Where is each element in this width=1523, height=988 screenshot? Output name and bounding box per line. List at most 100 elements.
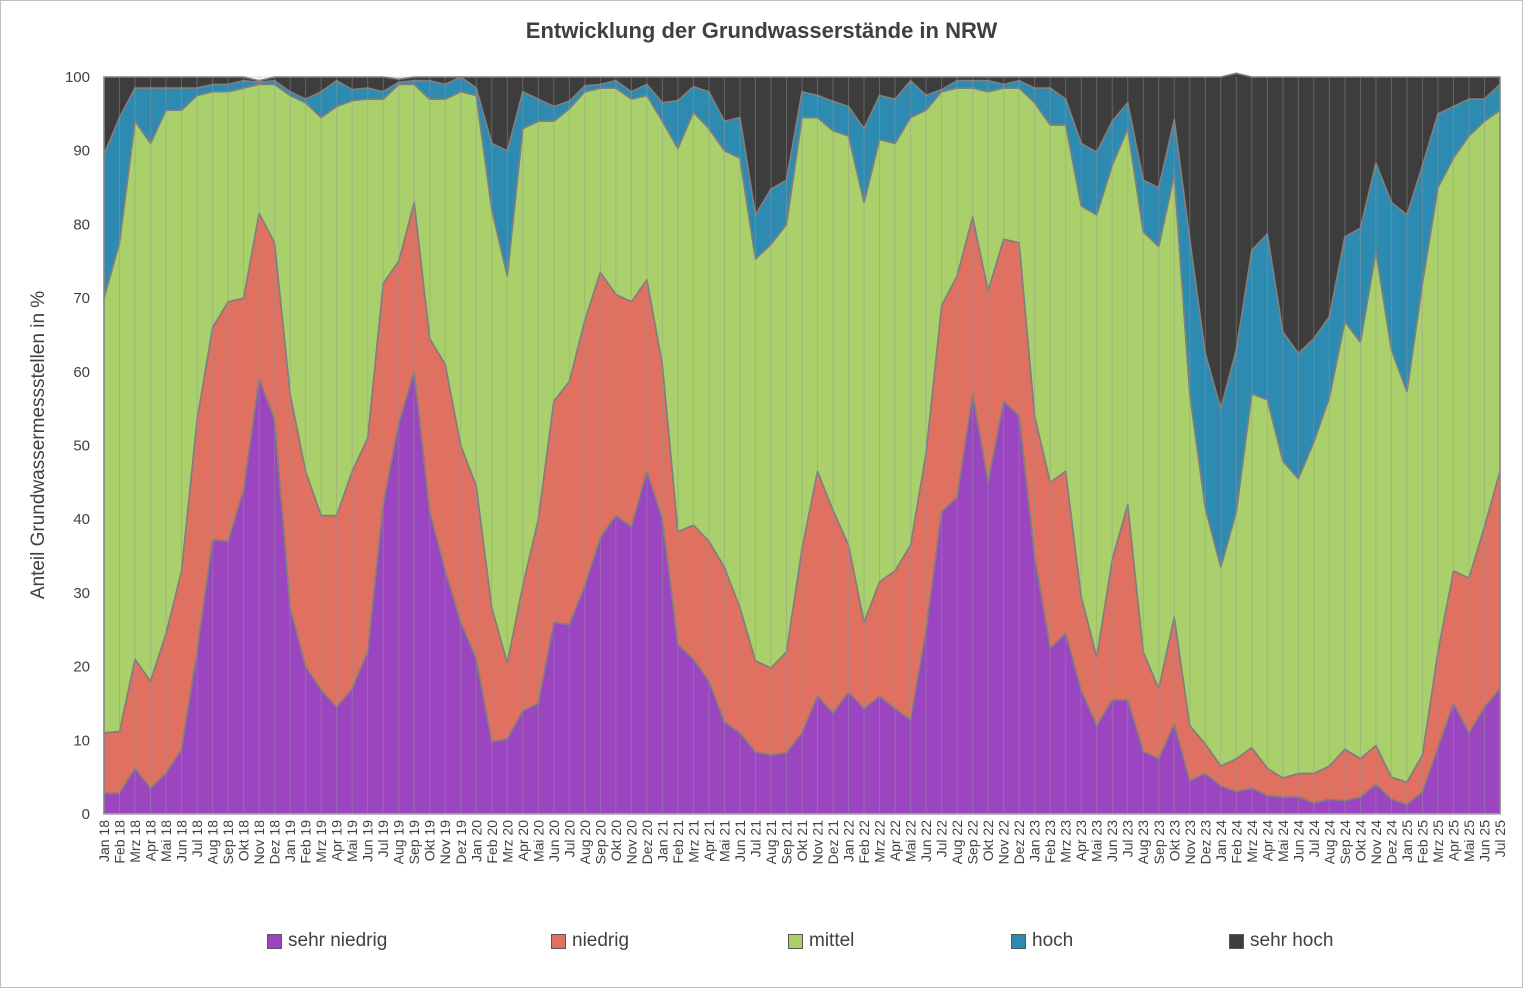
x-tick-label: Mai 24 [1275, 820, 1291, 862]
x-tick-label: Mai 19 [344, 820, 360, 862]
x-tick-label: Jul 24 [1306, 820, 1322, 858]
x-tick-label: Apr 24 [1259, 820, 1275, 861]
x-tick-label: Aug 21 [763, 820, 779, 865]
legend-swatch [551, 933, 566, 949]
y-tick-label: 70 [73, 290, 90, 307]
area-sehr-hoch [103, 72, 1501, 410]
x-tick-label: Sep 19 [406, 820, 422, 865]
x-tick-label: Dez 18 [267, 820, 283, 865]
y-tick-label: 50 [73, 438, 90, 455]
y-tick-label: 80 [73, 216, 90, 233]
x-tick-label: Mai 21 [716, 820, 732, 862]
x-tick-label: Apr 20 [515, 820, 531, 861]
x-tick-label: Jul 23 [1120, 820, 1136, 858]
x-tick-label: Jan 19 [282, 820, 298, 862]
x-tick-label: Apr 19 [329, 820, 345, 861]
y-tick-label: 0 [82, 806, 90, 823]
legend-label: sehr hoch [1250, 930, 1334, 951]
x-tick-label: Mrz 22 [872, 820, 888, 863]
x-tick-label: Mai 23 [1089, 820, 1105, 862]
x-tick-label: Feb 18 [112, 820, 128, 864]
x-tick-label: Nov 19 [437, 820, 453, 865]
x-tick-label: Sep 24 [1337, 820, 1353, 865]
x-tick-label: Nov 20 [623, 820, 639, 865]
x-tick-label: Okt 21 [794, 820, 810, 861]
x-tick-label: Jan 18 [96, 820, 112, 862]
x-tick-label: Aug 18 [205, 820, 221, 865]
x-tick-label: Okt 20 [608, 820, 624, 861]
x-tick-label: Apr 22 [887, 820, 903, 861]
x-tick-label: Mrz 19 [313, 820, 329, 863]
x-tick-label: Sep 23 [1151, 820, 1167, 865]
x-tick-label: Feb 21 [670, 820, 686, 864]
x-tick-label: Jun 18 [174, 820, 190, 862]
x-tick-label: Feb 19 [298, 820, 314, 864]
x-tick-label: Nov 18 [251, 820, 267, 865]
x-tick-label: Nov 23 [1182, 820, 1198, 865]
x-tick-label: Apr 21 [701, 820, 717, 861]
x-tick-label: Jun 19 [360, 820, 376, 862]
y-tick-label: 100 [65, 69, 90, 86]
x-tick-label: Feb 22 [856, 820, 872, 864]
legend-swatch [788, 933, 803, 949]
x-tick-label: Jun 23 [1104, 820, 1120, 862]
x-tick-label: Jun 24 [1290, 820, 1306, 862]
y-tick-label: 60 [73, 364, 90, 381]
x-tick-label: Dez 24 [1383, 820, 1399, 865]
x-tick-label: Mai 22 [903, 820, 919, 862]
x-tick-label: Aug 20 [577, 820, 593, 865]
x-tick-label: Okt 18 [236, 820, 252, 861]
legend-item-hoch: hoch [1011, 930, 1073, 952]
x-tick-label: Jun 21 [732, 820, 748, 862]
x-tick-label: Okt 24 [1352, 820, 1368, 861]
x-tick-label: Okt 22 [980, 820, 996, 861]
x-tick-label: Dez 23 [1197, 820, 1213, 865]
chart-title: Entwicklung der Grundwasserstände in NRW [525, 18, 998, 43]
legend-item-sehr-hoch: sehr hoch [1229, 930, 1333, 952]
x-tick-label: Sep 22 [965, 820, 981, 865]
x-tick-label: Okt 19 [422, 820, 438, 861]
x-tick-label: Okt 23 [1166, 820, 1182, 861]
legend-item-mittel: mittel [788, 930, 854, 952]
x-tick-label: Dez 22 [1011, 820, 1027, 865]
x-tick-label: Mai 25 [1461, 820, 1477, 862]
x-tick-label: Dez 20 [639, 820, 655, 865]
x-tick-label: Dez 21 [825, 820, 841, 865]
legend-item-sehr-niedrig: sehr niedrig [267, 930, 387, 952]
x-tick-label: Sep 18 [220, 820, 236, 865]
x-tick-label: Feb 25 [1414, 820, 1430, 864]
x-tick-label: Jan 23 [1027, 820, 1043, 862]
x-tick-label: Jun 25 [1476, 820, 1492, 862]
legend-label: mittel [809, 930, 855, 951]
x-tick-label: Apr 25 [1445, 820, 1461, 861]
x-tick-label: Feb 24 [1228, 820, 1244, 864]
x-tick-label: Jan 21 [654, 820, 670, 862]
x-tick-label: Jul 18 [189, 820, 205, 858]
x-tick-label: Jul 20 [561, 820, 577, 858]
series-areas [103, 72, 1501, 815]
x-tick-label: Sep 21 [778, 820, 794, 865]
x-tick-label: Mrz 21 [685, 820, 701, 863]
x-tick-label: Nov 22 [996, 820, 1012, 865]
legend-label: sehr niedrig [288, 930, 388, 951]
x-tick-label: Mrz 24 [1244, 820, 1260, 863]
x-tick-label: Jan 24 [1213, 820, 1229, 862]
legend-swatch [267, 933, 282, 949]
x-tick-label: Nov 24 [1368, 820, 1384, 865]
x-tick-label: Jul 22 [934, 820, 950, 858]
legend-label: hoch [1032, 930, 1074, 951]
x-tick-label: Mrz 18 [127, 820, 143, 863]
x-tick-label: Mrz 23 [1058, 820, 1074, 863]
x-tick-label: Jan 22 [841, 820, 857, 862]
y-tick-label: 40 [73, 511, 90, 528]
x-tick-label: Dez 19 [453, 820, 469, 865]
x-tick-label: Mrz 25 [1430, 820, 1446, 863]
x-tick-label: Jul 19 [375, 820, 391, 858]
y-tick-label: 20 [73, 659, 90, 676]
x-tick-label: Jun 20 [546, 820, 562, 862]
x-tick-label: Aug 19 [391, 820, 407, 865]
x-tick-label: Jul 25 [1492, 820, 1508, 858]
x-tick-label: Feb 23 [1042, 820, 1058, 864]
x-tick-label: Mrz 20 [499, 820, 515, 863]
